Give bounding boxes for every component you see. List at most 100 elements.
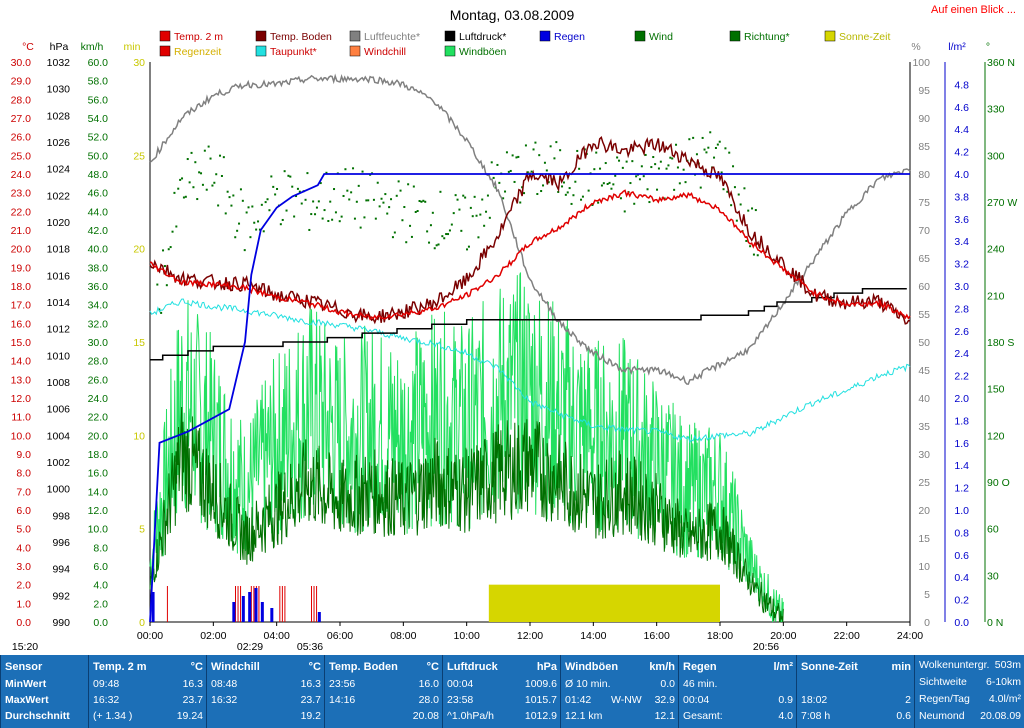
rain-line [149, 173, 910, 623]
direction-dot [464, 196, 467, 199]
direction-dot [201, 183, 204, 186]
wind-tick: 58.0 [88, 76, 109, 88]
direction-dot [232, 194, 235, 197]
temp-tick: 29.0 [11, 76, 32, 88]
direction-dot [557, 190, 560, 193]
direction-dot [498, 181, 501, 184]
pressure-tick: 1002 [47, 457, 71, 469]
direction-dot [220, 174, 223, 177]
direction-dot [283, 170, 286, 173]
direction-dot [409, 224, 412, 227]
direction-dot [186, 158, 189, 161]
direction-dot [217, 204, 220, 207]
wind-tick: 4.0 [93, 580, 108, 592]
direction-dot [192, 186, 195, 189]
stat-value: 28.0 [418, 694, 439, 706]
direction-dot [471, 215, 474, 218]
pressure-tick: 990 [52, 617, 70, 629]
stat-value: 23.7 [300, 694, 321, 706]
wind-tick: 30.0 [88, 337, 109, 349]
rain-tick: 2.4 [954, 348, 969, 360]
direction-dot [657, 167, 660, 170]
direction-dot [572, 194, 575, 197]
overview-link[interactable]: Auf einen Blick ... [931, 4, 1016, 16]
direction-dot [395, 194, 398, 197]
legend-swatch [824, 30, 836, 42]
direction-dot [726, 190, 729, 193]
direction-dot [386, 212, 389, 215]
rain-tick: 1.6 [954, 438, 969, 450]
direction-dot [511, 154, 514, 157]
rain-intensity-bar [254, 588, 258, 622]
pressure-tick: 1016 [47, 270, 71, 282]
direction-dot [329, 200, 332, 203]
direction-dot [564, 193, 567, 196]
extra-info-column: Wolkenuntergr. 503m Sichtweite 6-10km Regen/… [914, 655, 1024, 728]
direction-dot [543, 161, 546, 164]
wind-tick: 34.0 [88, 300, 109, 312]
direction-dot [308, 228, 311, 231]
direction-dot [291, 185, 294, 188]
direction-dot [253, 221, 256, 224]
temp-tick: 3.0 [16, 561, 31, 573]
direction-dot [619, 197, 622, 200]
direction-dot [469, 206, 472, 209]
direction-dot [730, 204, 733, 207]
direction-dot [631, 160, 634, 163]
stat-label: 23:56 [329, 678, 356, 690]
stat-value: 2 [905, 694, 911, 706]
direction-dot [239, 188, 242, 191]
direction-dot [352, 167, 355, 170]
direction-dot [623, 210, 626, 213]
direction-dot [673, 188, 676, 191]
rain-unit: l/m² [948, 41, 966, 53]
direction-dot [407, 183, 410, 186]
maxwert-label: MaxWert [5, 694, 49, 706]
temp-tick: 20.0 [11, 244, 32, 256]
direction-dot [285, 209, 288, 212]
direction-dot [606, 182, 609, 185]
direction-dot [513, 180, 516, 183]
direction-dot [629, 182, 632, 185]
wind-tick: 54.0 [88, 113, 109, 125]
direction-dot [414, 211, 417, 214]
pressure-tick: 1028 [47, 110, 71, 122]
direction-dot [481, 198, 484, 201]
temp-tick: 17.0 [11, 300, 32, 312]
humidity-tick: 80 [918, 169, 930, 181]
stat-label: 09:48 [93, 678, 120, 690]
direction-dot [621, 166, 624, 169]
direction-dot [156, 283, 159, 286]
direction-dot [555, 141, 558, 144]
direction-dot [167, 248, 170, 251]
direction-dot [475, 214, 478, 217]
legend-label: Regen [554, 31, 585, 43]
direction-dot [355, 200, 358, 203]
direction-dot [380, 197, 383, 200]
direction-dot [315, 206, 318, 209]
direction-dot [226, 190, 229, 193]
direction-dot [300, 202, 303, 205]
wind-tick: 0.0 [93, 617, 108, 629]
direction-dot [433, 247, 436, 250]
direction-tick: 180 S [987, 337, 1014, 349]
regen-unit: l/m² [773, 661, 793, 673]
direction-dot [361, 170, 364, 173]
wind-tick: 26.0 [88, 374, 109, 386]
wind-tick: 20.0 [88, 430, 109, 442]
direction-dot [317, 200, 320, 203]
direction-dot [272, 185, 275, 188]
humidity-tick: 35 [918, 421, 930, 433]
rain-tick: 4.2 [954, 147, 969, 159]
direction-dot [384, 193, 387, 196]
pressure-tick: 1022 [47, 190, 71, 202]
direction-dot [391, 236, 394, 239]
legend-swatch [349, 30, 361, 42]
direction-tick: 300 [987, 150, 1005, 162]
temp-tick: 16.0 [11, 318, 32, 330]
stat-value: 20.08 [412, 710, 439, 722]
temp2m-line [149, 189, 911, 321]
legend-swatch [255, 30, 267, 42]
direction-dot [458, 208, 461, 211]
wind-tick: 44.0 [88, 206, 109, 218]
